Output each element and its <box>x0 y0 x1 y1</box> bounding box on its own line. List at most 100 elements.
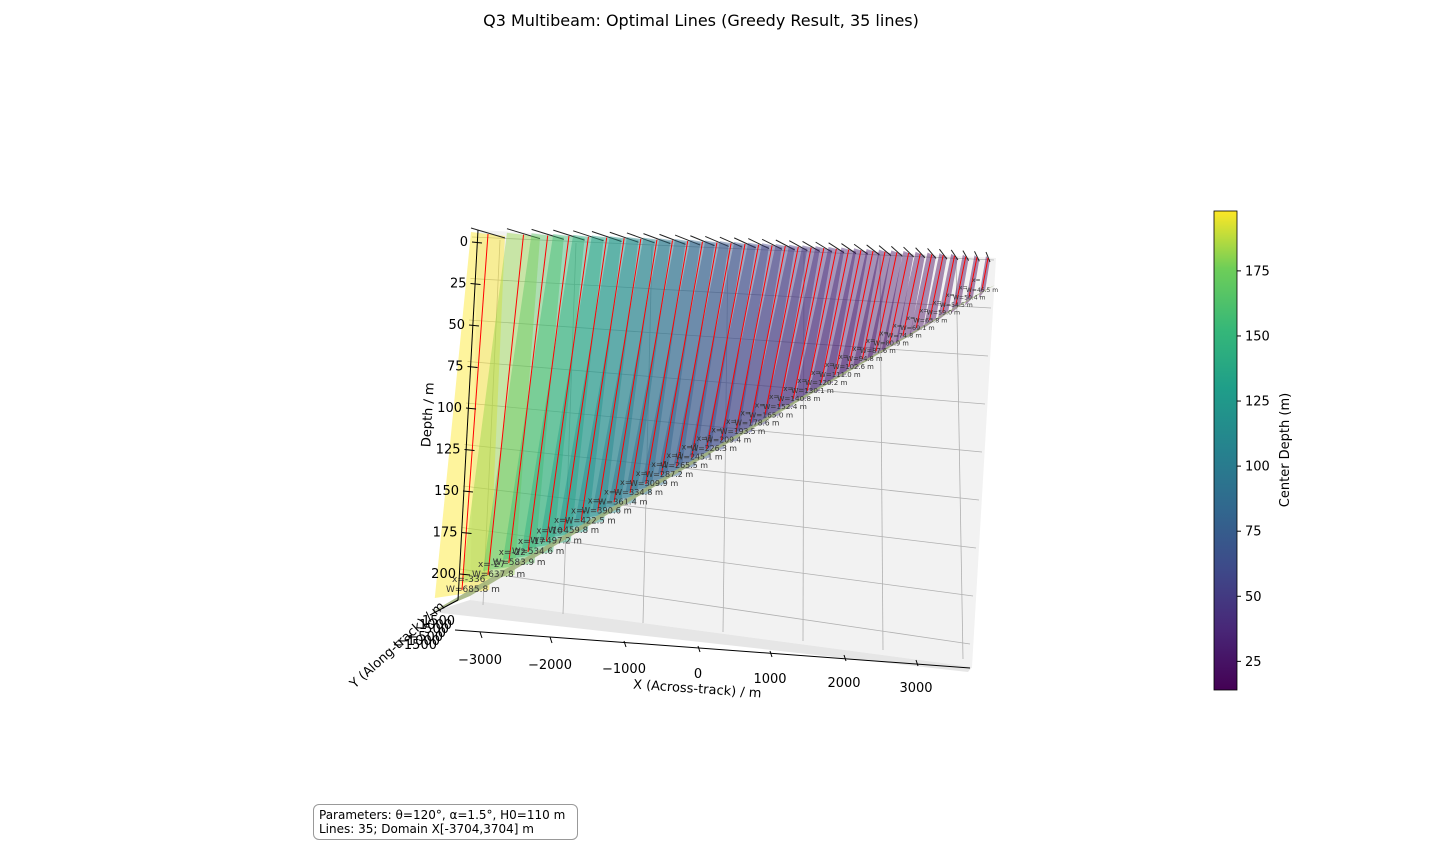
chart-title: Q3 Multibeam: Optimal Lines (Greedy Resu… <box>483 11 919 30</box>
z-tick-mark <box>468 324 480 327</box>
swath-fan <box>641 239 715 484</box>
colorbar <box>1213 210 1238 691</box>
seabed-plane <box>432 285 995 612</box>
grid-line <box>471 236 995 261</box>
swath-fan <box>558 236 639 530</box>
survey-line <box>778 247 812 408</box>
survey-line <box>915 254 933 329</box>
swath-fan <box>824 248 868 383</box>
swath-fan <box>838 248 880 375</box>
swath-fan <box>765 245 820 416</box>
line-width-label: W=265.5 m <box>661 461 709 470</box>
survey-line <box>735 245 773 433</box>
swath-top-edge <box>878 245 892 257</box>
swath-fan <box>609 238 686 502</box>
line-x-label: x=-10 <box>536 526 562 536</box>
line-width-label: W=245.1 m <box>676 452 723 461</box>
line-width-label: W=309.9 m <box>630 478 679 488</box>
line-x-label: x= <box>866 337 876 345</box>
line-width-label: W=63.8 m <box>914 317 948 324</box>
x-tick-mark <box>915 659 919 667</box>
grid-line <box>879 254 884 651</box>
grid-line <box>464 444 980 501</box>
line-x-label: x= <box>769 392 779 401</box>
swath-top-edge <box>815 241 833 253</box>
line-width-label: W=80.9 m <box>873 339 908 347</box>
z-tick-mark <box>465 407 477 410</box>
swath-fan <box>521 234 604 550</box>
z-tick-label: 150 <box>434 484 459 499</box>
line-x-label: x=1 <box>651 460 668 469</box>
colorbar-tick-label: 125 <box>1245 395 1270 410</box>
z-tick-label: 175 <box>433 526 458 541</box>
swath-fan <box>750 244 808 424</box>
swath-top-edge <box>733 237 757 249</box>
swath-top-edge <box>573 230 604 242</box>
swath-top-edge <box>690 235 715 247</box>
colorbar-tick-label: 150 <box>1245 329 1270 344</box>
x-axis-line <box>454 629 971 669</box>
lines-domain-line: Lines: 35; Domain X[-3704,3704] m <box>319 822 534 836</box>
line-width-label: W=120.2 m <box>805 378 847 387</box>
z-tick-label: 100 <box>437 401 462 416</box>
colorbar-tick-label: 25 <box>1245 655 1262 670</box>
swath-top-edge <box>553 229 585 241</box>
survey-line <box>981 257 989 291</box>
swath-top-edge <box>974 251 980 262</box>
line-x-label: x= <box>879 329 888 337</box>
line-x-label: x= <box>783 384 793 393</box>
line-x-label: x= <box>946 292 955 299</box>
line-width-label: W=685.8 m <box>446 585 500 595</box>
colorbar-tick-label: 75 <box>1245 525 1262 540</box>
x-tick-label: −3000 <box>458 653 502 668</box>
swath-top-edge <box>866 244 880 256</box>
line-x-label: x=-17 <box>518 537 545 547</box>
swath-fan <box>673 241 743 466</box>
grid-line <box>482 239 501 606</box>
x-tick-label: 0 <box>694 667 702 682</box>
line-width-label: W=94.8 m <box>846 355 883 363</box>
line-width-label: W=152.4 m <box>763 402 807 411</box>
survey-line <box>613 239 658 503</box>
colorbar-label: Center Depth (m) <box>1278 393 1293 507</box>
floor-pane <box>432 600 972 672</box>
grid-line <box>470 278 992 309</box>
swath-fan <box>852 249 891 367</box>
survey-line <box>749 245 786 424</box>
survey-line <box>888 252 910 344</box>
line-x-label: x=- <box>554 516 569 526</box>
survey-line <box>764 246 799 416</box>
swath-fan <box>867 250 903 360</box>
line-x-label: x= <box>740 409 751 418</box>
swath-top-edge <box>470 227 506 239</box>
line-width-label: W=54.5 m <box>940 302 973 309</box>
line-x-label: x= <box>972 277 981 284</box>
swath-top-edge <box>841 243 857 254</box>
grid-line <box>642 245 653 624</box>
swath-top-edge <box>674 234 701 246</box>
z-tick-mark <box>464 449 475 451</box>
line-x-label: x= <box>636 468 648 478</box>
line-width-label: W=165.0 m <box>749 410 793 419</box>
z-tick-label: 0 <box>460 235 468 250</box>
line-width-label: W=46.5 m <box>966 287 998 294</box>
line-width-label: W=459.8 m <box>548 526 599 536</box>
swath-fan <box>809 247 857 391</box>
swath-top-edge <box>853 243 869 255</box>
line-x-label: x= <box>839 353 849 361</box>
survey-line <box>508 235 549 564</box>
line-x-label: x=-27 <box>478 560 505 570</box>
line-width-label: W=422.5 m <box>565 515 616 525</box>
swath-fan <box>434 232 505 598</box>
colorbar-tick-label: 175 <box>1245 264 1270 279</box>
swath-fan <box>909 252 936 336</box>
swath-fan <box>657 240 729 475</box>
y-tick-label: 1000 <box>419 618 452 633</box>
survey-line <box>955 256 967 306</box>
line-x-label: x=1 <box>697 434 713 443</box>
survey-line <box>629 240 674 494</box>
line-x-label: x= <box>920 307 929 314</box>
grid-line <box>562 242 577 615</box>
